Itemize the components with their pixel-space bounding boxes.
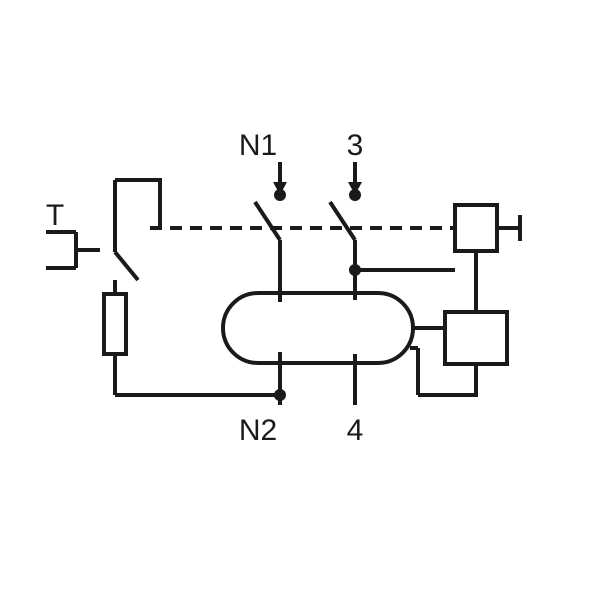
test-housing-bracket — [115, 180, 160, 228]
toroid-ct-icon — [223, 293, 413, 363]
test-pushbutton-icon — [115, 228, 138, 294]
wire-relay-return — [418, 364, 476, 395]
arrow-n1-icon — [273, 162, 287, 195]
switch-pole-n — [255, 202, 280, 405]
label-3: 3 — [347, 129, 364, 162]
label-n1: N1 — [239, 129, 277, 162]
label-t: T — [46, 199, 64, 232]
relay-box-icon — [445, 312, 507, 364]
arrow-3-icon — [348, 162, 362, 195]
label-n2: N2 — [239, 414, 277, 447]
test-resistor-icon — [104, 294, 126, 395]
node-n2-dot — [274, 389, 286, 401]
labels-group: T N1 3 N2 4 — [46, 129, 364, 447]
trip-mechanism-icon — [455, 205, 520, 312]
node-tap-dot — [349, 264, 361, 276]
switch-pole-3 — [330, 202, 355, 405]
t-terminal-icon — [46, 232, 100, 268]
terminal-arrows — [273, 162, 362, 195]
label-4: 4 — [347, 414, 364, 447]
rcd-schematic-diagram: T N1 3 N2 4 — [0, 0, 600, 600]
